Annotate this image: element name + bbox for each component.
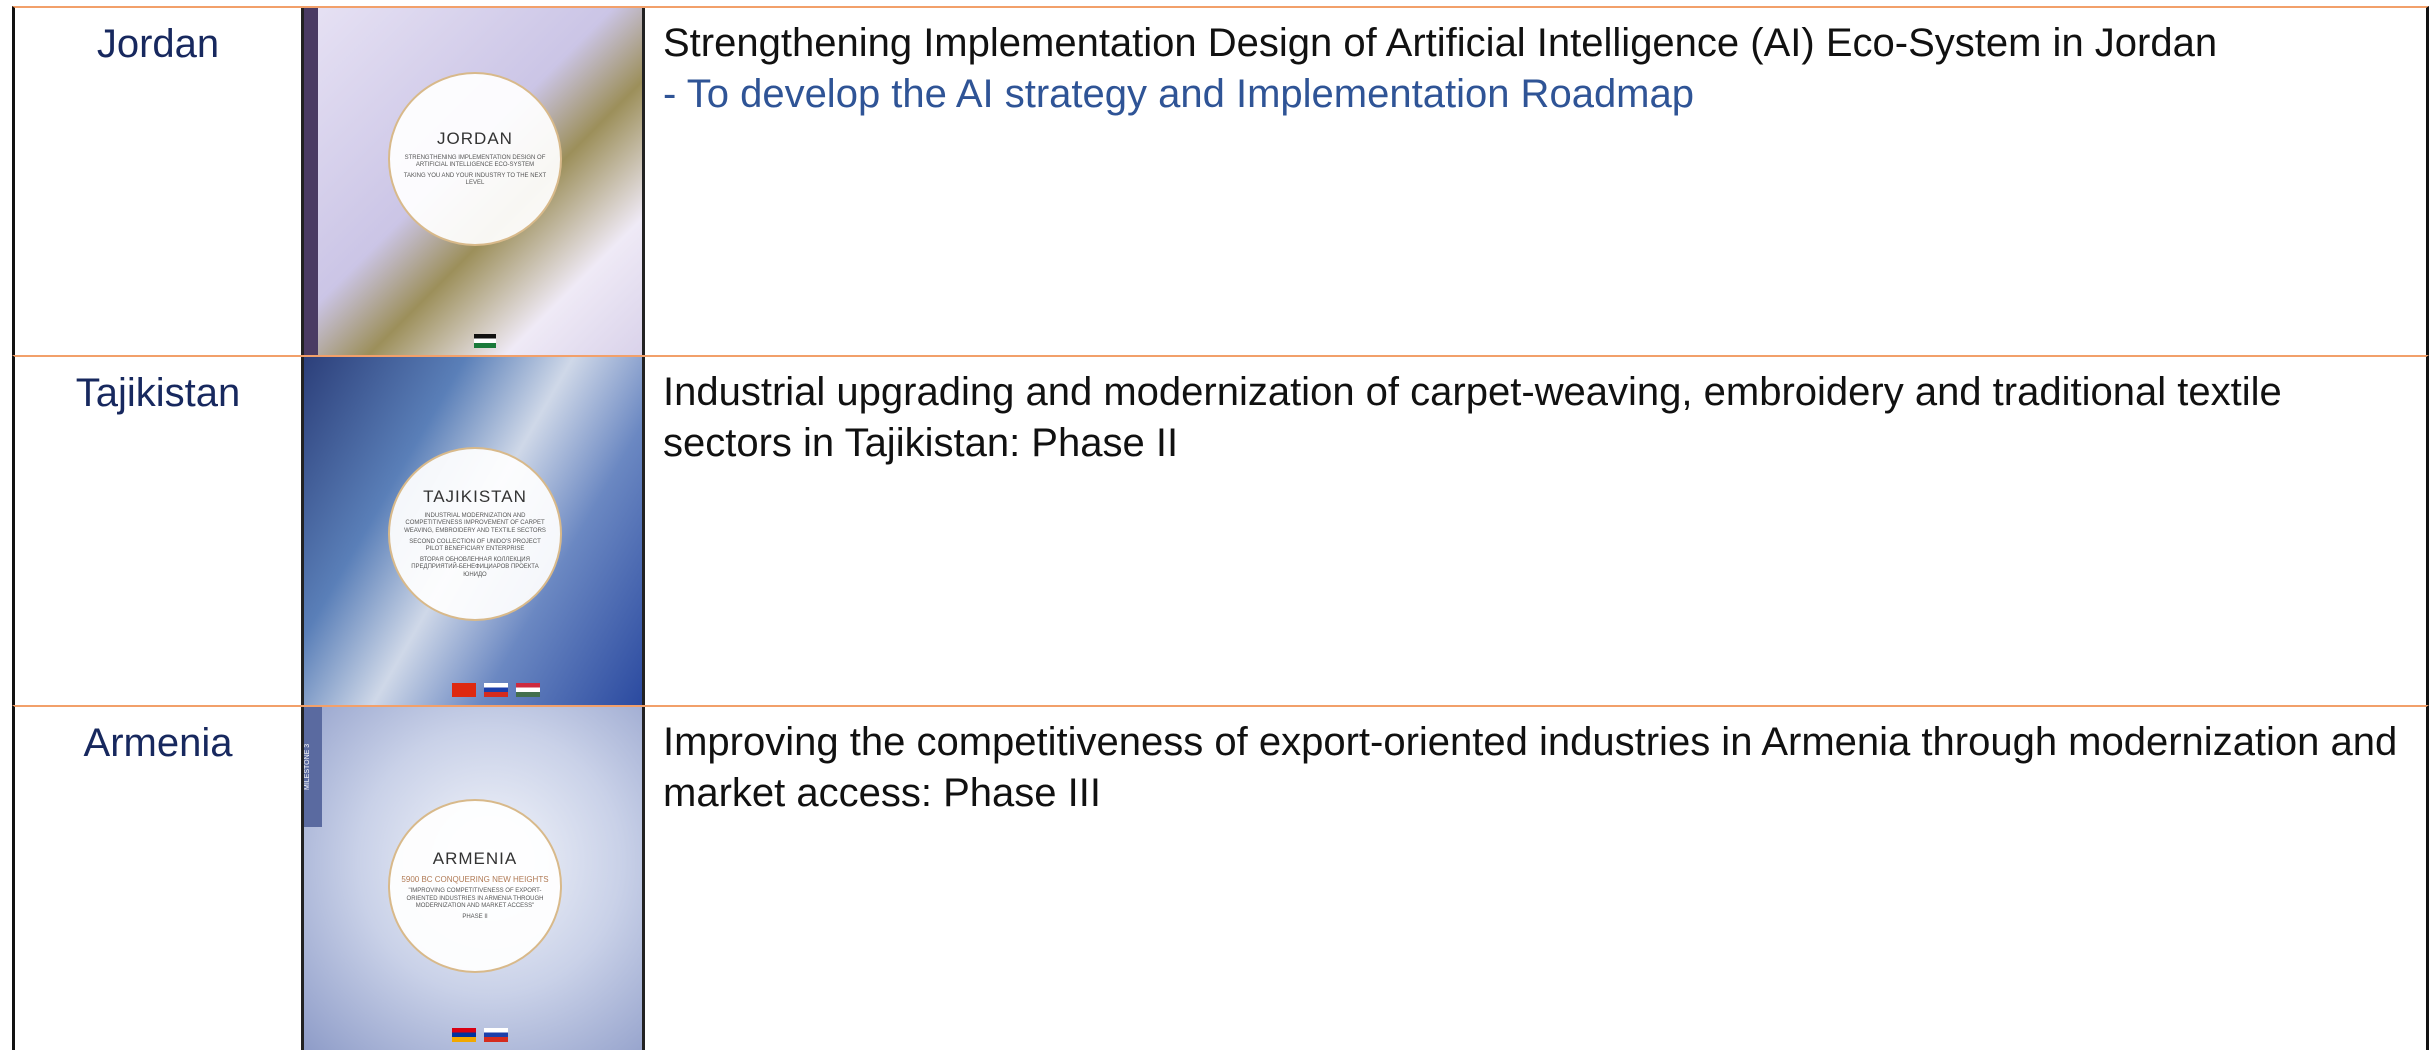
description-text: Industrial upgrading and modernization o… — [663, 370, 2282, 465]
cover-circle: TAJIKISTAN INDUSTRIAL MODERNIZATION AND … — [388, 447, 562, 621]
cover-text: SECOND COLLECTION OF UNIDO'S PROJECT PIL… — [409, 538, 541, 552]
cover-text: PHASE II — [462, 913, 488, 920]
cover-text: STRENGTHENING IMPLEMENTATION DESIGN OF A… — [404, 154, 546, 168]
flag — [474, 334, 496, 348]
cover-title: TAJIKISTAN — [423, 487, 527, 507]
flag — [484, 683, 508, 697]
cover-circle: JORDAN STRENGTHENING IMPLEMENTATION DESI… — [388, 72, 562, 246]
description-text: Improving the competitiveness of export-… — [663, 720, 2398, 815]
cover-text: "IMPROVING COMPETITIVENESS OF EXPORT-ORI… — [406, 888, 544, 909]
flag — [452, 683, 476, 697]
cover-title: ARMENIA — [432, 848, 518, 868]
description-text: Strengthening Implementation Design of A… — [663, 21, 2218, 65]
cover-title: JORDAN — [437, 128, 513, 148]
cover-image: MILESTONE 3 ARMENIA 5900 BC CONQUERING N… — [301, 707, 645, 1050]
flag — [452, 1028, 476, 1042]
cover-edge — [304, 8, 318, 356]
description: Improving the competitiveness of export-… — [663, 717, 2406, 819]
country-name: Armenia — [83, 721, 233, 765]
table-row: Tajikistan TAJIKISTAN INDUSTRIAL MODERNI… — [12, 355, 2429, 705]
description: Industrial upgrading and modernization o… — [663, 367, 2406, 469]
description: Strengthening Implementation Design of A… — [663, 18, 2406, 120]
flag — [484, 1028, 508, 1042]
table-row: Jordan JORDAN STRENGTHENING IMPLEMENTATI… — [12, 6, 2429, 356]
table-row: Armenia MILESTONE 3 ARMENIA 5900 BC CONQ… — [12, 705, 2429, 1050]
description-note: - To develop the AI strategy and Impleme… — [663, 72, 1694, 116]
cover-circle: ARMENIA 5900 BC CONQUERING NEW HEIGHTS "… — [388, 799, 562, 973]
cover-image: TAJIKISTAN INDUSTRIAL MODERNIZATION AND … — [301, 357, 645, 705]
cover-text: 5900 BC CONQUERING NEW HEIGHTS — [401, 874, 549, 884]
country-name: Tajikistan — [75, 371, 241, 415]
flag — [516, 683, 540, 697]
cover-image: JORDAN STRENGTHENING IMPLEMENTATION DESI… — [301, 8, 645, 356]
cover-text: TAKING YOU AND YOUR INDUSTRY TO THE NEXT… — [403, 173, 547, 187]
cover-text: ВТОРАЯ ОБНОВЛЕННАЯ КОЛЛЕКЦИЯ ПРЕДПРИЯТИЙ… — [411, 557, 539, 578]
cover-text: INDUSTRIAL MODERNIZATION AND COMPETITIVE… — [404, 513, 546, 534]
cover-side-label: MILESTONE 3 — [304, 707, 322, 827]
country-name: Jordan — [96, 22, 220, 66]
